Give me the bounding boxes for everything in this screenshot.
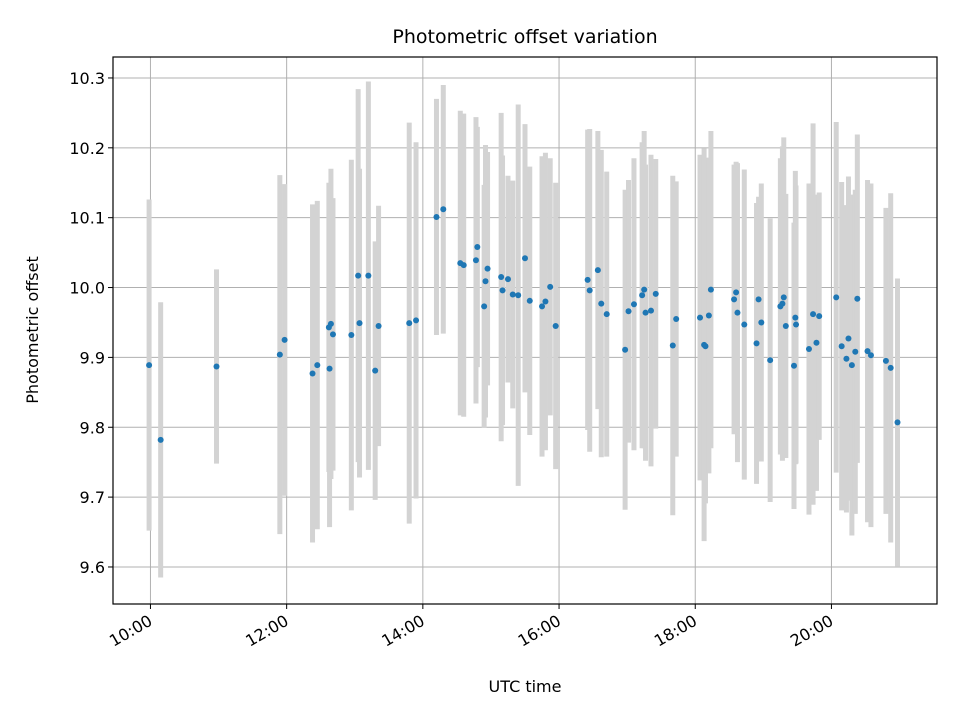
data-point <box>500 287 506 293</box>
data-point <box>731 296 737 302</box>
data-point <box>868 352 874 358</box>
data-point <box>406 320 412 326</box>
data-point <box>888 365 894 371</box>
data-point <box>348 332 354 338</box>
data-point <box>365 273 371 279</box>
data-point <box>481 303 487 309</box>
data-point <box>839 343 845 349</box>
data-point <box>706 312 712 318</box>
data-point <box>792 315 798 321</box>
data-point <box>473 257 479 263</box>
data-point <box>282 337 288 343</box>
data-point <box>310 370 316 376</box>
data-point <box>756 296 762 302</box>
y-tick-label: 10.0 <box>69 279 105 298</box>
data-point <box>372 368 378 374</box>
y-axis-label: Photometric offset <box>23 256 42 404</box>
data-point <box>793 322 799 328</box>
data-point <box>813 340 819 346</box>
data-point <box>587 287 593 293</box>
data-point <box>734 310 740 316</box>
y-tick-label: 9.8 <box>80 418 105 437</box>
data-point <box>595 267 601 273</box>
y-tick-label: 10.2 <box>69 139 105 158</box>
data-point <box>461 262 467 268</box>
data-point <box>641 287 647 293</box>
data-point <box>708 287 714 293</box>
data-point <box>522 255 528 261</box>
data-point <box>849 362 855 368</box>
chart: 10:00 12:00 14:00 16:00 18:00 20:00 9.69.79.8… <box>0 0 960 720</box>
data-point <box>673 316 679 322</box>
data-point <box>547 284 553 290</box>
data-point <box>843 356 849 362</box>
data-point <box>539 303 545 309</box>
data-point <box>622 347 628 353</box>
data-point <box>883 358 889 364</box>
data-point <box>791 363 797 369</box>
data-point <box>810 311 816 317</box>
data-point <box>643 310 649 316</box>
data-point <box>158 437 164 443</box>
y-tick-label: 10.3 <box>69 69 105 88</box>
data-point <box>474 244 480 250</box>
y-tick-label: 9.6 <box>80 558 105 577</box>
data-point <box>433 214 439 220</box>
data-point <box>498 274 504 280</box>
data-point <box>758 319 764 325</box>
data-point <box>440 206 446 212</box>
data-point <box>553 323 559 329</box>
data-point <box>845 336 851 342</box>
data-point <box>697 315 703 321</box>
data-point <box>483 278 489 284</box>
data-point <box>330 331 336 337</box>
data-point <box>767 357 773 363</box>
data-point <box>806 346 812 352</box>
data-point <box>702 343 708 349</box>
data-point <box>816 313 822 319</box>
data-point <box>413 317 419 323</box>
data-point <box>653 291 659 297</box>
data-point <box>510 292 516 298</box>
data-point <box>214 363 220 369</box>
data-point <box>852 349 858 355</box>
data-point <box>895 419 901 425</box>
y-tick-label: 9.7 <box>80 488 105 507</box>
data-point <box>733 289 739 295</box>
data-point <box>604 311 610 317</box>
data-point <box>754 340 760 346</box>
data-point <box>277 352 283 358</box>
data-point <box>670 343 676 349</box>
data-point <box>146 362 152 368</box>
data-point <box>648 308 654 314</box>
data-point <box>328 321 334 327</box>
data-point <box>626 308 632 314</box>
data-point <box>527 298 533 304</box>
data-point <box>357 320 363 326</box>
x-axis-label: UTC time <box>489 677 562 696</box>
data-point <box>854 296 860 302</box>
y-tick-label: 9.9 <box>80 348 105 367</box>
data-point <box>314 362 320 368</box>
data-point <box>741 322 747 328</box>
data-point <box>598 301 604 307</box>
data-point <box>779 301 785 307</box>
data-point <box>327 366 333 372</box>
data-point <box>485 266 491 272</box>
data-point <box>376 323 382 329</box>
data-point <box>355 273 361 279</box>
data-point <box>639 292 645 298</box>
data-point <box>833 294 839 300</box>
data-point <box>585 277 591 283</box>
data-point <box>783 323 789 329</box>
data-point <box>515 292 521 298</box>
data-point <box>505 276 511 282</box>
chart-title: Photometric offset variation <box>392 26 657 48</box>
data-point <box>542 299 548 305</box>
data-point <box>781 294 787 300</box>
y-tick-label: 10.1 <box>69 209 105 228</box>
data-point <box>631 301 637 307</box>
